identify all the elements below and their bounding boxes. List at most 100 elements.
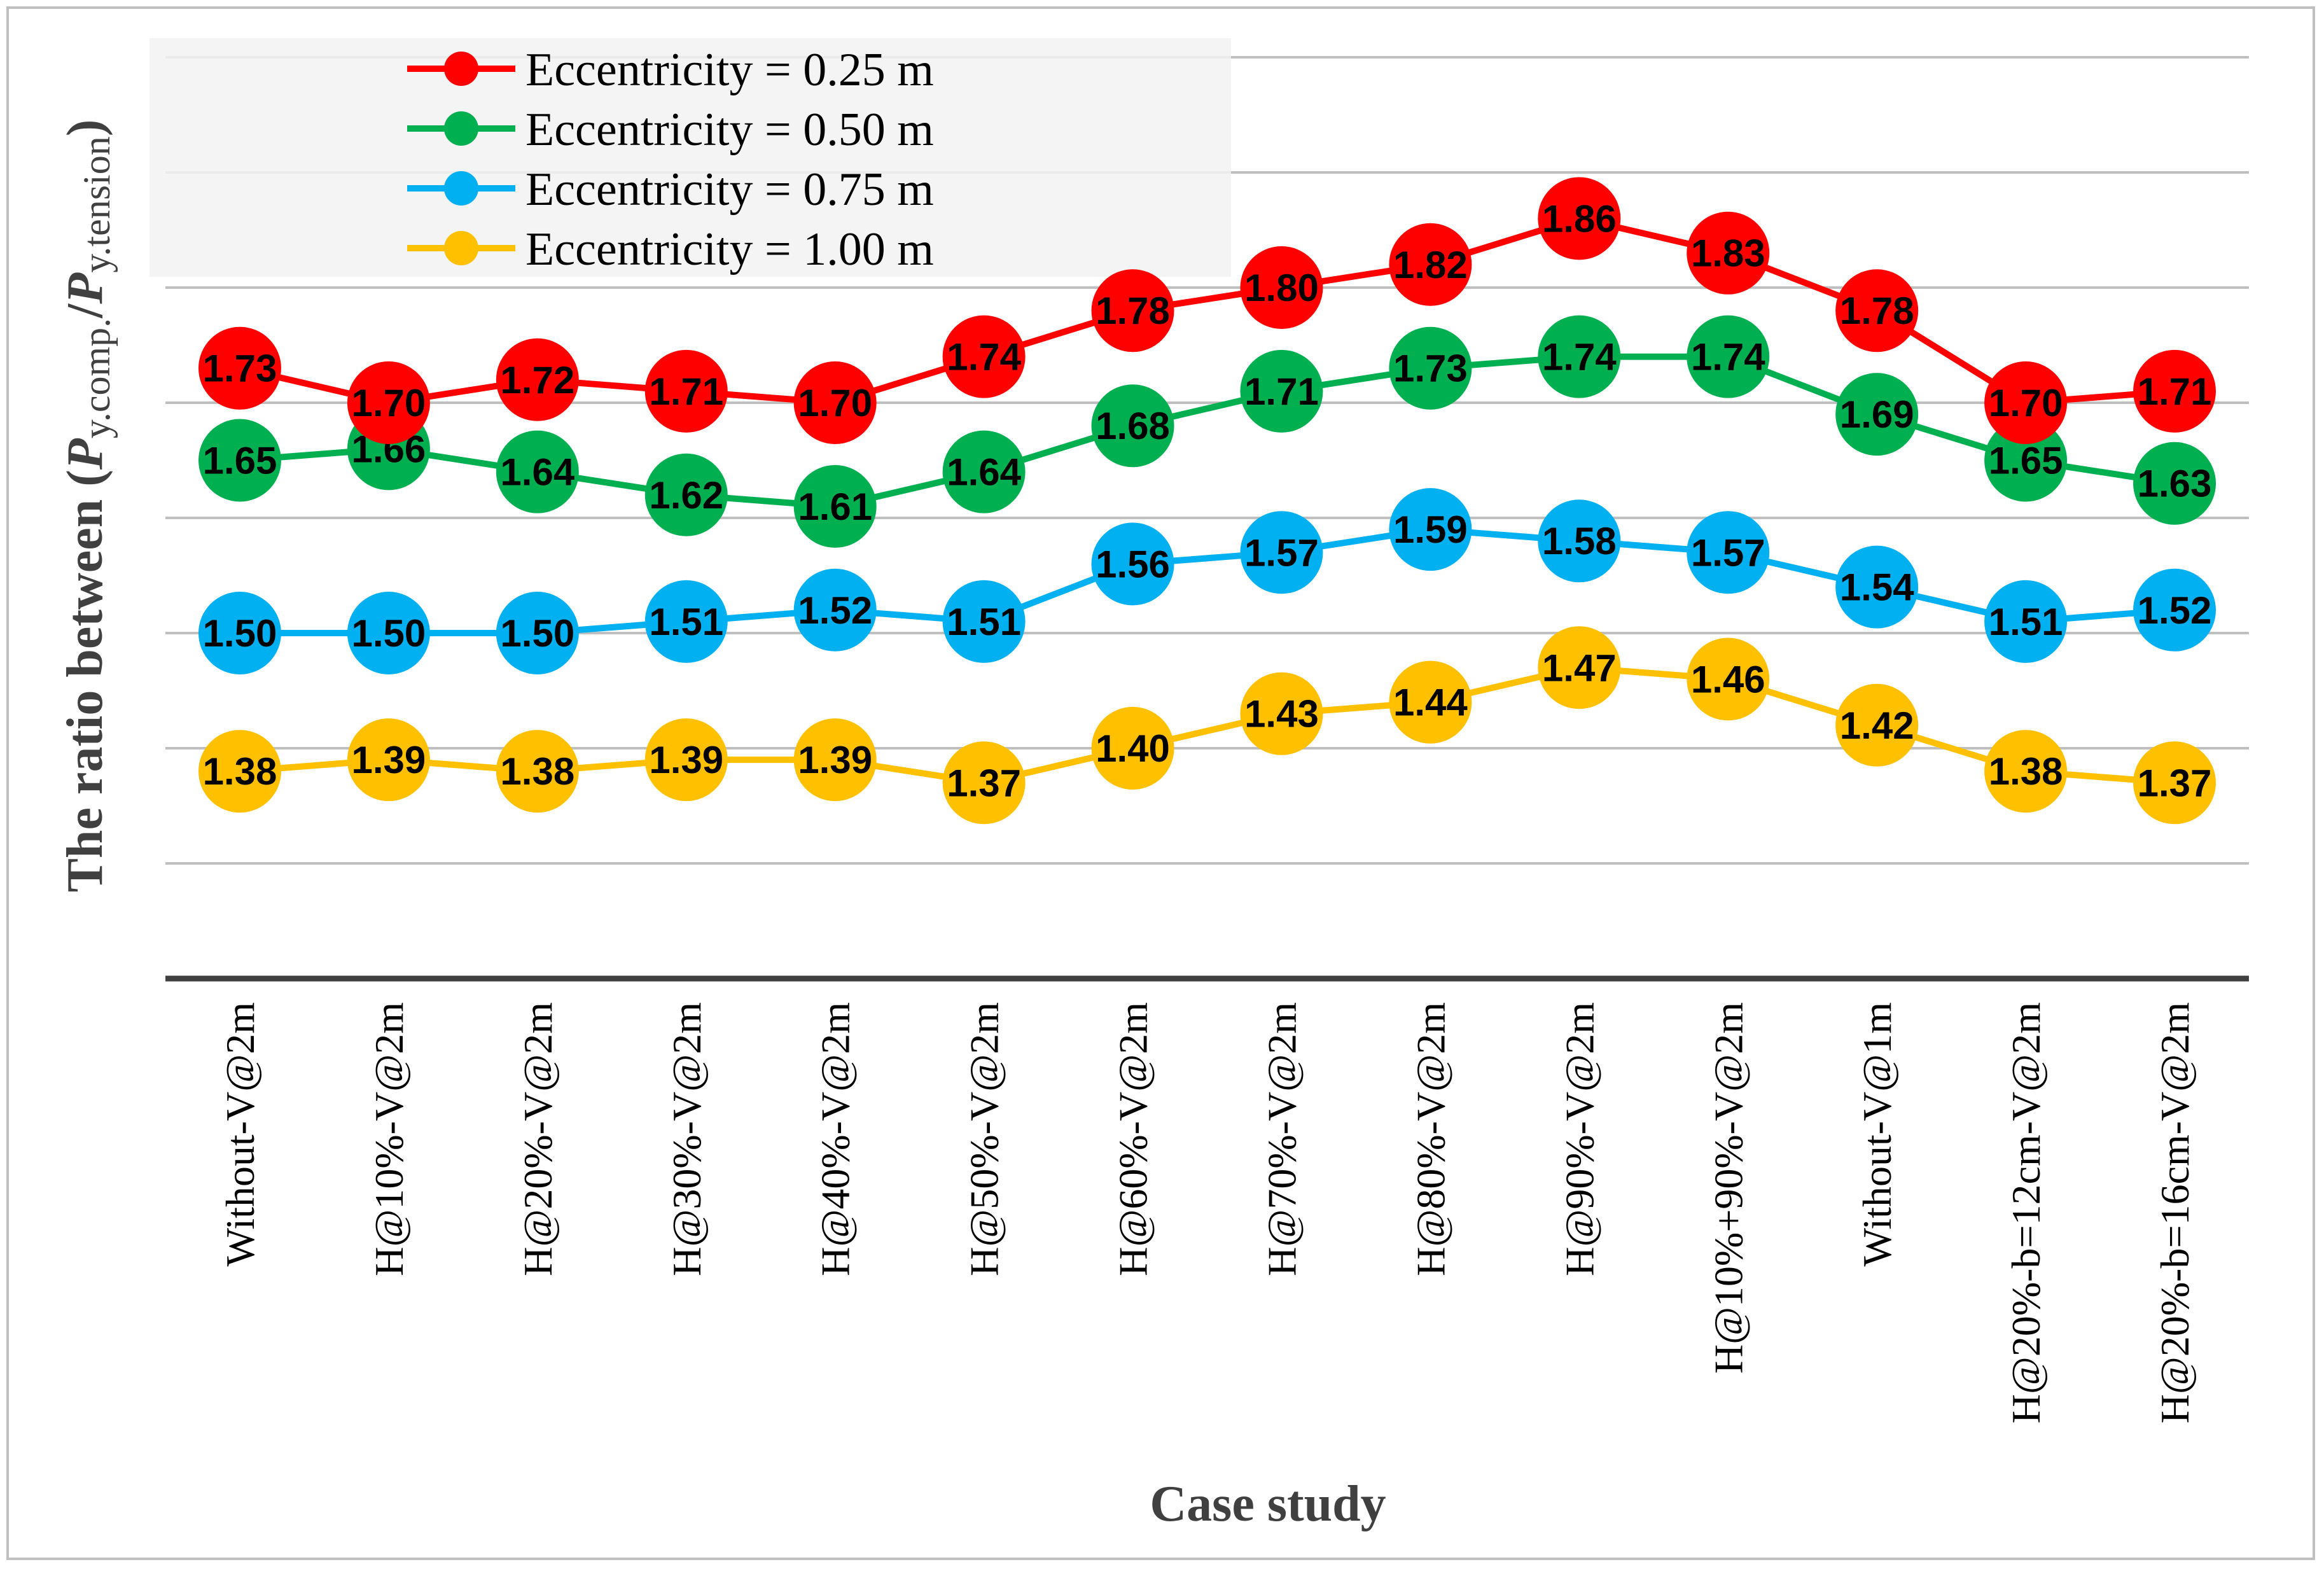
data-label: 1.51 [649, 601, 723, 643]
data-point: 1.71 [1240, 349, 1323, 433]
data-point: 1.51 [1984, 580, 2068, 663]
data-point: 1.64 [496, 430, 579, 513]
data-point: 1.50 [347, 592, 430, 674]
legend-marker [444, 231, 478, 265]
y-title-part-4: / [57, 303, 113, 319]
data-label: 1.58 [1542, 520, 1617, 562]
data-label: 1.74 [1542, 336, 1617, 379]
data-label: 1.57 [1691, 531, 1765, 574]
point-marker [198, 592, 281, 674]
data-label: 1.59 [1393, 508, 1468, 551]
data-label: 1.50 [203, 612, 277, 655]
data-label: 1.38 [203, 750, 277, 793]
data-label: 1.70 [352, 382, 426, 424]
data-label: 1.71 [649, 370, 723, 413]
data-label: 1.52 [798, 589, 872, 632]
data-point: 1.46 [1687, 638, 1770, 721]
data-point: 1.40 [1091, 707, 1174, 790]
category-label: H@80%-V@2m [1408, 1002, 1453, 1276]
point-marker [1091, 269, 1174, 352]
category-label: H@10%+90%-V@2m [1706, 1002, 1751, 1374]
data-label: 1.38 [500, 750, 574, 793]
data-point: 1.65 [1984, 419, 2068, 502]
y-title-part-7: ) [57, 120, 113, 137]
data-point: 1.69 [1835, 373, 1919, 456]
legend-entry: Eccentricity = 0.75 m [407, 164, 934, 216]
point-marker [793, 464, 877, 548]
legend-entry: Eccentricity = 0.50 m [407, 104, 934, 156]
data-label: 1.65 [1989, 440, 2063, 482]
category-label: H@40%-V@2m [813, 1002, 858, 1276]
category-label: H@10%-V@2m [366, 1002, 412, 1276]
point-marker [496, 592, 579, 674]
data-point: 1.56 [1091, 522, 1174, 606]
data-label: 1.50 [352, 612, 426, 655]
point-marker [2133, 568, 2216, 652]
point-marker [2133, 741, 2216, 825]
point-marker [793, 568, 877, 652]
data-label: 1.70 [798, 382, 872, 424]
data-label: 1.57 [1244, 531, 1319, 574]
data-point: 1.61 [793, 464, 877, 548]
data-label: 1.39 [649, 739, 723, 781]
category-label: H@20%-V@2m [515, 1002, 560, 1276]
data-point: 1.72 [496, 338, 579, 421]
data-label: 1.82 [1393, 244, 1468, 286]
data-point: 1.78 [1835, 269, 1919, 352]
point-marker [198, 419, 281, 502]
data-label: 1.68 [1096, 405, 1170, 447]
data-label: 1.74 [1691, 336, 1765, 379]
point-marker [1240, 349, 1323, 433]
point-marker [1389, 326, 1472, 410]
point-marker [347, 718, 430, 802]
point-marker [1091, 522, 1174, 606]
point-marker [347, 361, 430, 444]
point-marker [1835, 545, 1919, 629]
category-label: H@20%-b=12cm-V@2m [2003, 1002, 2049, 1423]
data-point: 1.83 [1687, 211, 1770, 295]
data-point: 1.54 [1835, 545, 1919, 629]
data-label: 1.71 [1244, 370, 1319, 413]
data-label: 1.73 [1393, 347, 1468, 390]
data-label: 1.74 [947, 336, 1021, 379]
data-point: 1.71 [644, 349, 728, 433]
point-marker [1835, 683, 1919, 767]
data-point: 1.37 [942, 741, 1026, 825]
point-marker [1538, 315, 1621, 398]
data-label: 1.44 [1393, 681, 1468, 724]
data-point: 1.38 [496, 730, 579, 813]
data-label: 1.40 [1096, 727, 1170, 770]
point-marker [1984, 730, 2068, 813]
point-marker [793, 361, 877, 444]
data-label: 1.51 [1989, 601, 2063, 643]
data-point: 1.73 [198, 326, 281, 410]
point-marker [793, 718, 877, 802]
series-markers: 1.38 1.39 1.38 1.39 1.39 1.37 1.40 1.43 1.44 1.47… [198, 177, 2216, 825]
data-label: 1.37 [947, 762, 1021, 804]
data-point: 1.57 [1240, 511, 1323, 594]
data-point: 1.42 [1835, 683, 1919, 767]
data-label: 1.80 [1244, 267, 1319, 309]
legend-marker [444, 52, 478, 86]
data-point: 1.70 [793, 361, 877, 444]
data-point: 1.63 [2133, 442, 2216, 525]
data-label: 1.70 [1989, 382, 2063, 424]
data-label: 1.47 [1542, 646, 1617, 689]
data-point: 1.39 [347, 718, 430, 802]
data-label: 1.64 [500, 451, 574, 494]
data-label: 1.37 [2138, 762, 2212, 804]
data-point: 1.70 [347, 361, 430, 444]
point-marker [198, 730, 281, 813]
data-label: 1.39 [798, 739, 872, 781]
point-marker [1687, 511, 1770, 594]
x-axis-tick-labels: Without-V@2m H@10%-V@2m H@20%-V@2m H@30%-V@… [218, 1002, 2197, 1423]
data-point: 1.44 [1389, 660, 1472, 744]
data-label: 1.42 [1840, 704, 1914, 747]
data-point: 1.74 [1538, 315, 1621, 398]
data-label: 1.86 [1542, 197, 1617, 240]
data-point: 1.73 [1389, 326, 1472, 410]
data-label: 1.78 [1096, 289, 1170, 332]
point-marker [1240, 246, 1323, 329]
data-label: 1.52 [2138, 589, 2212, 632]
data-point: 1.68 [1091, 384, 1174, 468]
